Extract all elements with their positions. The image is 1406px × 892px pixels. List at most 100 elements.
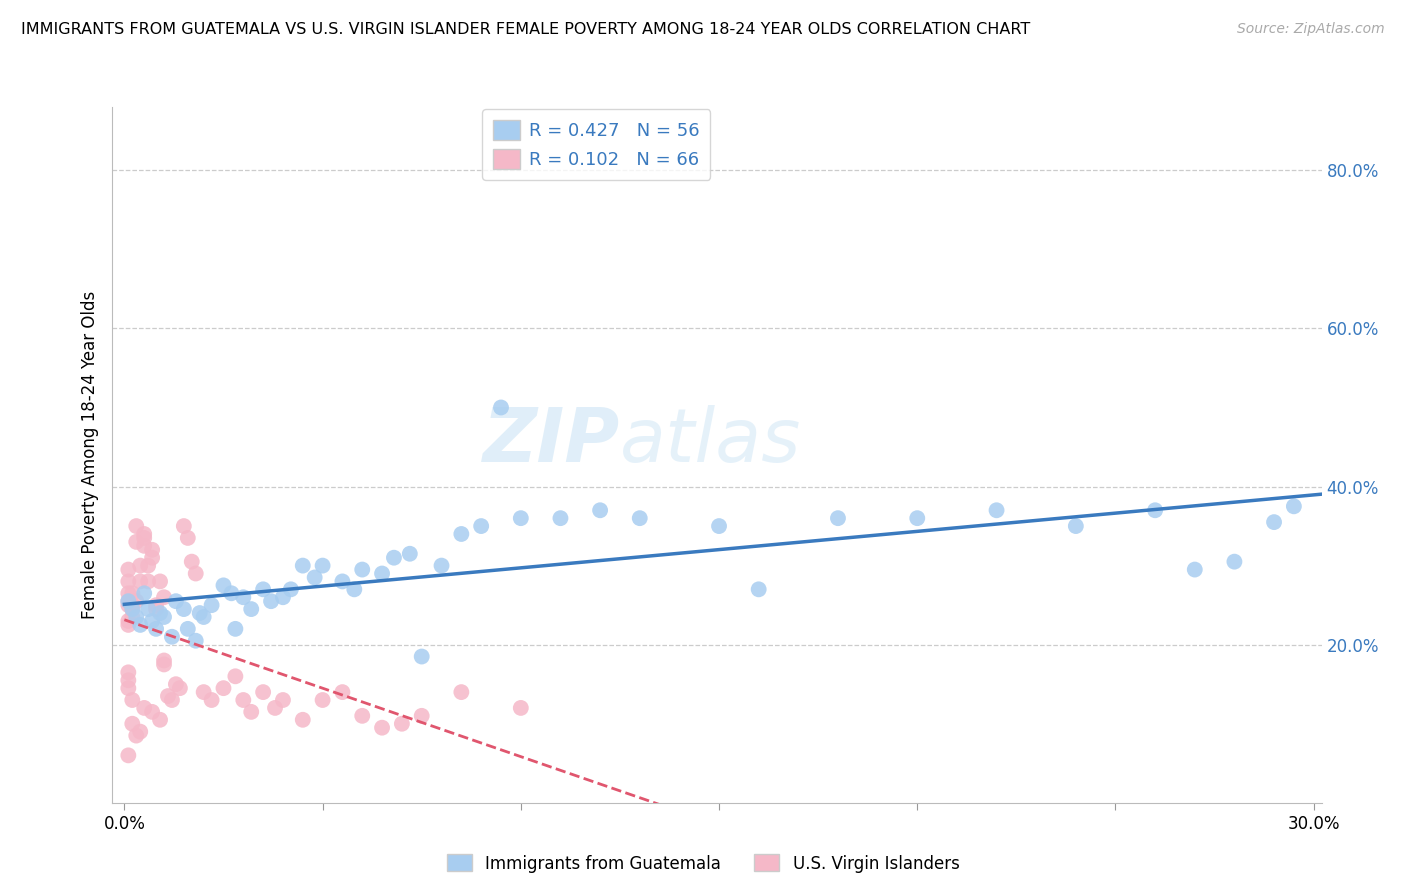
Point <box>153 657 176 672</box>
Point <box>188 606 211 620</box>
Point <box>156 689 179 703</box>
Point <box>134 531 156 545</box>
Point <box>748 582 770 597</box>
Point <box>141 550 163 565</box>
Point <box>121 693 143 707</box>
Point <box>1223 555 1246 569</box>
Point <box>165 594 187 608</box>
Legend: Immigrants from Guatemala, U.S. Virgin Islanders: Immigrants from Guatemala, U.S. Virgin I… <box>440 847 966 880</box>
Y-axis label: Female Poverty Among 18-24 Year Olds: Female Poverty Among 18-24 Year Olds <box>80 291 98 619</box>
Point <box>136 574 159 589</box>
Text: ZIP: ZIP <box>484 404 620 477</box>
Point <box>145 598 167 612</box>
Point <box>382 550 405 565</box>
Point <box>224 669 246 683</box>
Point <box>134 539 156 553</box>
Point <box>145 622 167 636</box>
Point <box>470 519 492 533</box>
Point <box>134 527 156 541</box>
Point <box>121 716 143 731</box>
Point <box>707 519 730 533</box>
Point <box>129 618 152 632</box>
Point <box>905 511 928 525</box>
Point <box>125 729 148 743</box>
Point <box>332 685 354 699</box>
Point <box>450 685 472 699</box>
Point <box>232 693 254 707</box>
Point <box>1263 515 1285 529</box>
Point <box>489 401 512 415</box>
Point <box>200 693 222 707</box>
Point <box>153 591 176 605</box>
Point <box>117 614 139 628</box>
Point <box>145 602 167 616</box>
Point <box>173 519 195 533</box>
Point <box>121 602 143 616</box>
Point <box>141 705 163 719</box>
Point <box>240 602 263 616</box>
Text: atlas: atlas <box>620 405 801 477</box>
Text: Source: ZipAtlas.com: Source: ZipAtlas.com <box>1237 22 1385 37</box>
Point <box>240 705 263 719</box>
Point <box>149 713 172 727</box>
Point <box>153 653 176 667</box>
Point <box>149 606 172 620</box>
Point <box>136 558 159 573</box>
Point <box>352 708 374 723</box>
Point <box>129 724 152 739</box>
Point <box>180 555 202 569</box>
Point <box>200 598 222 612</box>
Point <box>304 570 326 584</box>
Point <box>398 547 420 561</box>
Point <box>117 563 139 577</box>
Point <box>149 574 172 589</box>
Point <box>169 681 191 695</box>
Point <box>121 602 143 616</box>
Point <box>352 563 374 577</box>
Point <box>153 610 176 624</box>
Point <box>184 566 207 581</box>
Point <box>1064 519 1087 533</box>
Point <box>193 610 215 624</box>
Point <box>628 511 651 525</box>
Point <box>160 630 183 644</box>
Point <box>430 558 453 573</box>
Point <box>291 558 314 573</box>
Point <box>550 511 572 525</box>
Point <box>271 591 294 605</box>
Point <box>117 618 139 632</box>
Point <box>1144 503 1167 517</box>
Point <box>411 708 433 723</box>
Point <box>117 673 139 688</box>
Point <box>129 558 152 573</box>
Point <box>411 649 433 664</box>
Legend: R = 0.427   N = 56, R = 0.102   N = 66: R = 0.427 N = 56, R = 0.102 N = 66 <box>482 109 710 179</box>
Point <box>224 622 246 636</box>
Point <box>332 574 354 589</box>
Point <box>117 594 139 608</box>
Point <box>129 574 152 589</box>
Point <box>117 748 139 763</box>
Point <box>986 503 1008 517</box>
Point <box>134 701 156 715</box>
Point <box>1184 563 1206 577</box>
Point <box>252 685 274 699</box>
Point <box>221 586 243 600</box>
Point <box>184 633 207 648</box>
Point <box>173 602 195 616</box>
Point <box>589 503 612 517</box>
Point <box>271 693 294 707</box>
Point <box>136 602 159 616</box>
Point <box>291 713 314 727</box>
Point <box>509 701 531 715</box>
Point <box>450 527 472 541</box>
Text: IMMIGRANTS FROM GUATEMALA VS U.S. VIRGIN ISLANDER FEMALE POVERTY AMONG 18-24 YEA: IMMIGRANTS FROM GUATEMALA VS U.S. VIRGIN… <box>21 22 1031 37</box>
Point <box>117 574 139 589</box>
Point <box>391 716 413 731</box>
Point <box>232 591 254 605</box>
Point <box>117 598 139 612</box>
Point <box>134 586 156 600</box>
Point <box>311 693 333 707</box>
Point <box>212 578 235 592</box>
Point <box>509 511 531 525</box>
